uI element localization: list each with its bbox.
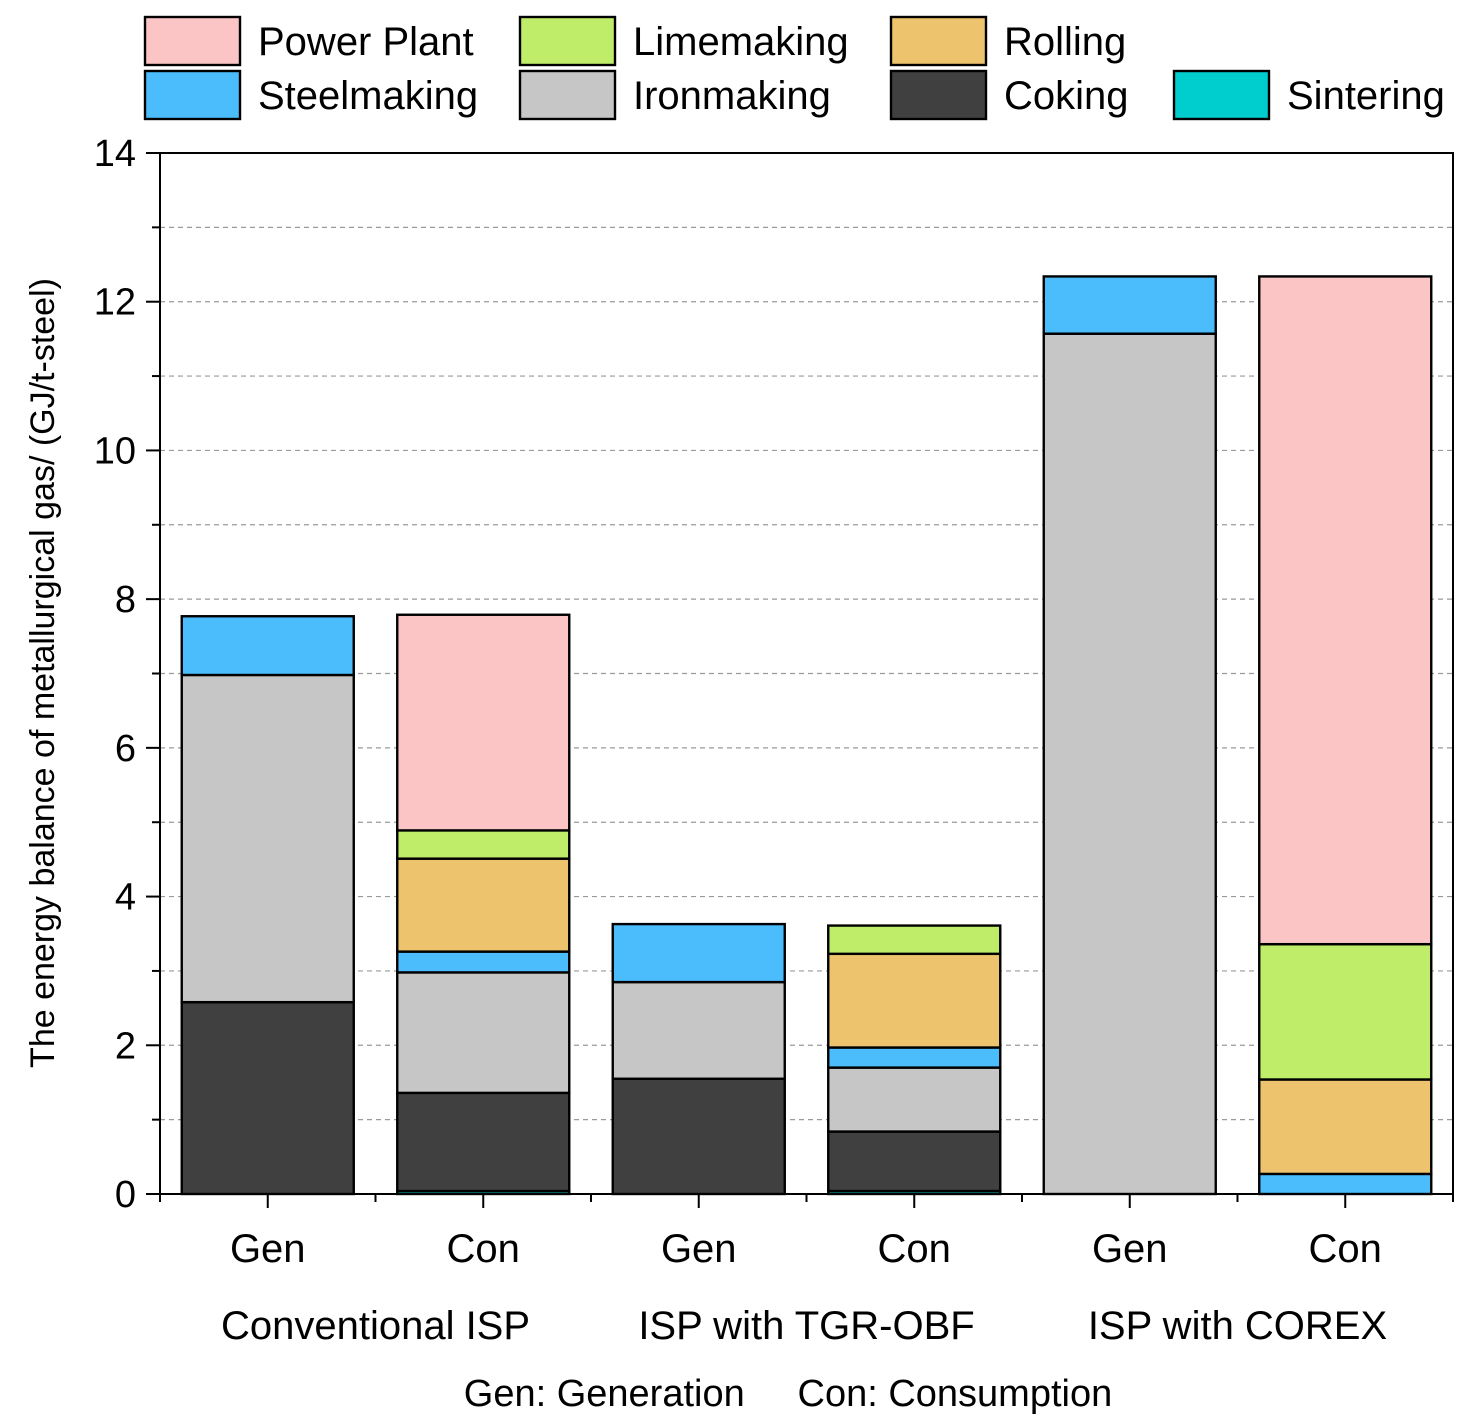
bar-segment-steelmaking (396, 950, 571, 974)
bar-segment-steelmaking (611, 922, 786, 984)
legend-label: Limemaking (633, 20, 849, 64)
x-tick-label: Gen (661, 1227, 737, 1271)
legend: Power Plant Limemaking Rolling Steelmaking I… (143, 15, 1445, 121)
bar-segment-rolling (1258, 1078, 1433, 1176)
legend-label: Ironmaking (633, 74, 831, 118)
group-label: Conventional ISP (221, 1304, 530, 1348)
x-tick-label: Con (878, 1227, 951, 1271)
legend-item-sintering: Sintering (1172, 69, 1445, 121)
bar-segment-coking (827, 1130, 1002, 1193)
bar-segment-ironmaking (396, 971, 571, 1095)
legend-item-rolling: Rolling (889, 15, 1126, 67)
bar-segment-rolling (396, 857, 571, 953)
legend-swatch (143, 15, 242, 67)
bar-segment-limemaking (396, 829, 571, 860)
bar-segment-steelmaking (1258, 1172, 1433, 1196)
bar-segment-ironmaking (1042, 332, 1217, 1196)
footnote: Gen: Generation Con: Consumption (464, 1373, 1112, 1415)
group-label: ISP with COREX (1088, 1304, 1387, 1348)
legend-swatch (889, 15, 988, 67)
legend-swatch (889, 69, 988, 121)
x-tick-label: Con (1309, 1227, 1382, 1271)
bar-segment-coking (396, 1091, 571, 1193)
legend-label: Rolling (1004, 20, 1126, 64)
legend-label: Sintering (1287, 74, 1445, 118)
legend-swatch (518, 69, 617, 121)
bar-segment-steelmaking (827, 1046, 1002, 1069)
y-axis-label: The energy balance of metallurgical gas/… (24, 278, 62, 1068)
legend-swatch (143, 69, 242, 121)
legend-label: Coking (1004, 74, 1129, 118)
bar-segment-limemaking (1258, 942, 1433, 1081)
bar-segment-steelmaking (1042, 275, 1217, 335)
y-tick-label: 14 (94, 133, 136, 175)
legend-label: Power Plant (258, 20, 474, 64)
group-label: ISP with TGR-OBF (638, 1304, 974, 1348)
y-tick-label: 2 (115, 1025, 136, 1067)
bar-segment-coking (180, 1000, 355, 1196)
bar-segment-coking (611, 1077, 786, 1196)
bar-segment-rolling (827, 952, 1002, 1049)
bar-segment-power-plant (396, 613, 571, 832)
y-tick-label: 10 (94, 430, 136, 472)
legend-item-ironmaking: Ironmaking (518, 69, 831, 121)
x-tick-label: Gen (230, 1227, 306, 1271)
legend-item-steelmaking: Steelmaking (143, 69, 478, 121)
y-tick-label: 6 (115, 728, 136, 770)
legend-label: Steelmaking (258, 74, 478, 118)
legend-item-limemaking: Limemaking (518, 15, 849, 67)
legend-item-coking: Coking (889, 69, 1129, 121)
legend-swatch (1172, 69, 1271, 121)
bar-segment-limemaking (827, 924, 1002, 956)
bar-segment-ironmaking (611, 980, 786, 1080)
x-tick-label: Con (447, 1227, 520, 1271)
legend-swatch (518, 15, 617, 67)
bar-segment-ironmaking (827, 1066, 1002, 1133)
y-tick-label: 12 (94, 282, 136, 324)
legend-item-power-plant: Power Plant (143, 15, 474, 67)
bar-segment-ironmaking (180, 673, 355, 1004)
y-tick-label: 0 (115, 1174, 136, 1216)
y-tick-label: 4 (115, 877, 136, 919)
bars (180, 275, 1433, 1196)
axis-labels: The energy balance of metallurgical gas/… (24, 278, 1387, 1415)
bar-segment-steelmaking (180, 615, 355, 677)
bar-segment-power-plant (1258, 275, 1433, 946)
axes: 0 2 4 6 8 10 12 14 Gen Con Gen Con Gen Con (94, 133, 1454, 1271)
x-tick-label: Gen (1092, 1227, 1168, 1271)
y-tick-label: 8 (115, 579, 136, 621)
